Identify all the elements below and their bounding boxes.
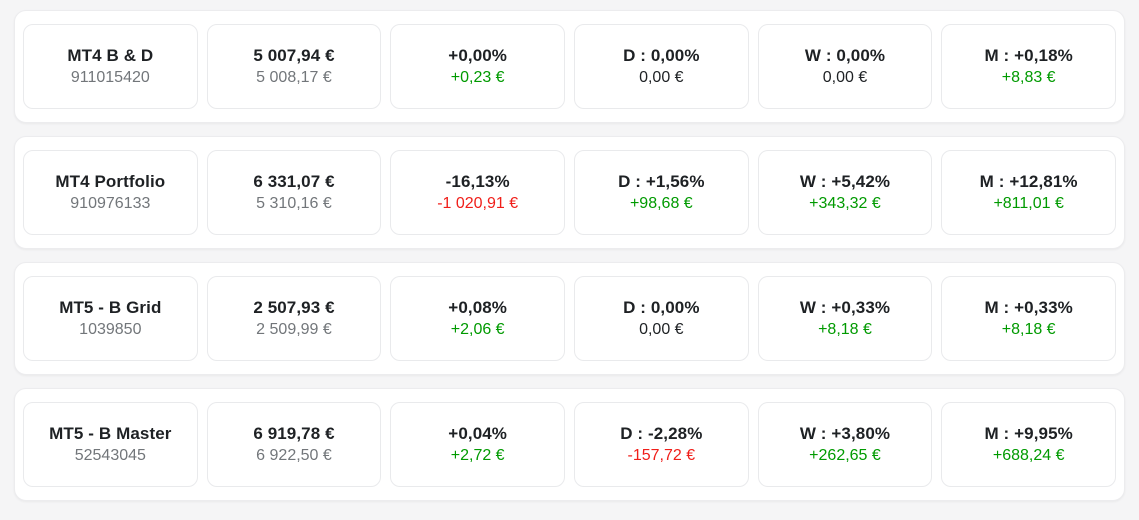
total-performance-card: +0,08% +2,06 € [390, 276, 565, 361]
balance-card: 6 331,07 € 5 310,16 € [206, 150, 382, 235]
balance-value: 6 331,07 € [253, 172, 335, 191]
total-change-pct: +0,08% [448, 298, 508, 317]
account-card: MT4 B & D 911015420 [23, 24, 198, 109]
balance-card: 2 507,93 € 2 509,99 € [206, 276, 382, 361]
account-row: MT5 - B Grid 1039850 2 507,93 € 2 509,99… [14, 262, 1125, 375]
weekly-change-pct: W : +3,80% [799, 424, 891, 443]
daily-performance-card: D : 0,00% 0,00 € [574, 276, 749, 361]
total-change-pct: +0,00% [448, 46, 508, 65]
monthly-change-value: +8,83 € [1001, 69, 1056, 86]
weekly-change-pct: W : +5,42% [799, 172, 891, 191]
account-name: MT5 - B Grid [59, 298, 162, 317]
daily-performance-card: D : 0,00% 0,00 € [574, 24, 749, 109]
balance-value: 6 919,78 € [253, 424, 335, 443]
balance-value: 2 507,93 € [253, 298, 335, 317]
total-change-value: +2,06 € [450, 321, 505, 338]
equity-value: 5 008,17 € [256, 69, 332, 86]
account-name: MT5 - B Master [49, 424, 172, 443]
total-change-pct: -16,13% [445, 172, 510, 191]
equity-value: 5 310,16 € [256, 195, 332, 212]
weekly-change-pct: W : +0,33% [799, 298, 891, 317]
monthly-performance-card: M : +9,95% +688,24 € [941, 402, 1116, 487]
monthly-performance-card: M : +0,18% +8,83 € [941, 24, 1116, 109]
daily-change-value: 0,00 € [639, 69, 684, 86]
total-performance-card: +0,04% +2,72 € [390, 402, 565, 487]
monthly-change-value: +688,24 € [992, 447, 1065, 464]
total-change-value: +2,72 € [450, 447, 505, 464]
monthly-performance-card: M : +12,81% +811,01 € [941, 150, 1116, 235]
weekly-change-value: +8,18 € [818, 321, 872, 338]
account-number: 911015420 [70, 69, 150, 86]
account-row: MT4 B & D 911015420 5 007,94 € 5 008,17 … [14, 10, 1125, 123]
weekly-change-value: +262,65 € [809, 447, 881, 464]
monthly-performance-card: M : +0,33% +8,18 € [941, 276, 1116, 361]
monthly-change-pct: M : +9,95% [984, 424, 1073, 443]
account-name: MT4 Portfolio [55, 172, 166, 191]
daily-performance-card: D : -2,28% -157,72 € [574, 402, 749, 487]
weekly-performance-card: W : 0,00% 0,00 € [757, 24, 933, 109]
daily-change-pct: D : 0,00% [623, 46, 700, 65]
weekly-performance-card: W : +5,42% +343,32 € [757, 150, 933, 235]
total-change-value: +0,23 € [450, 69, 505, 86]
account-name: MT4 B & D [67, 46, 154, 65]
account-number: 1039850 [79, 321, 142, 338]
monthly-change-value: +811,01 € [993, 195, 1064, 212]
daily-performance-card: D : +1,56% +98,68 € [574, 150, 749, 235]
monthly-change-pct: M : +12,81% [979, 172, 1078, 191]
total-change-value: -1 020,91 € [437, 195, 519, 212]
monthly-change-pct: M : +0,33% [984, 298, 1073, 317]
account-row: MT4 Portfolio 910976133 6 331,07 € 5 310… [14, 136, 1125, 249]
daily-change-value: 0,00 € [639, 321, 684, 338]
account-card: MT5 - B Grid 1039850 [23, 276, 198, 361]
account-number: 910976133 [70, 195, 151, 212]
daily-change-value: -157,72 € [627, 447, 696, 464]
balance-value: 5 007,94 € [253, 46, 335, 65]
equity-value: 2 509,99 € [256, 321, 332, 338]
weekly-performance-card: W : +0,33% +8,18 € [757, 276, 933, 361]
account-number: 52543045 [74, 447, 146, 464]
account-card: MT4 Portfolio 910976133 [23, 150, 198, 235]
weekly-performance-card: W : +3,80% +262,65 € [757, 402, 933, 487]
weekly-change-value: 0,00 € [822, 69, 868, 86]
equity-value: 6 922,50 € [256, 447, 332, 464]
total-performance-card: -16,13% -1 020,91 € [390, 150, 565, 235]
total-change-pct: +0,04% [448, 424, 508, 443]
daily-change-pct: D : +1,56% [618, 172, 705, 191]
weekly-change-value: +343,32 € [809, 195, 881, 212]
account-row: MT5 - B Master 52543045 6 919,78 € 6 922… [14, 388, 1125, 501]
monthly-change-value: +8,18 € [1001, 321, 1056, 338]
account-card: MT5 - B Master 52543045 [23, 402, 198, 487]
daily-change-pct: D : 0,00% [623, 298, 700, 317]
balance-card: 6 919,78 € 6 922,50 € [206, 402, 382, 487]
daily-change-pct: D : -2,28% [620, 424, 703, 443]
balance-card: 5 007,94 € 5 008,17 € [206, 24, 382, 109]
monthly-change-pct: M : +0,18% [984, 46, 1073, 65]
total-performance-card: +0,00% +0,23 € [390, 24, 565, 109]
daily-change-value: +98,68 € [629, 195, 693, 212]
weekly-change-pct: W : 0,00% [804, 46, 886, 65]
